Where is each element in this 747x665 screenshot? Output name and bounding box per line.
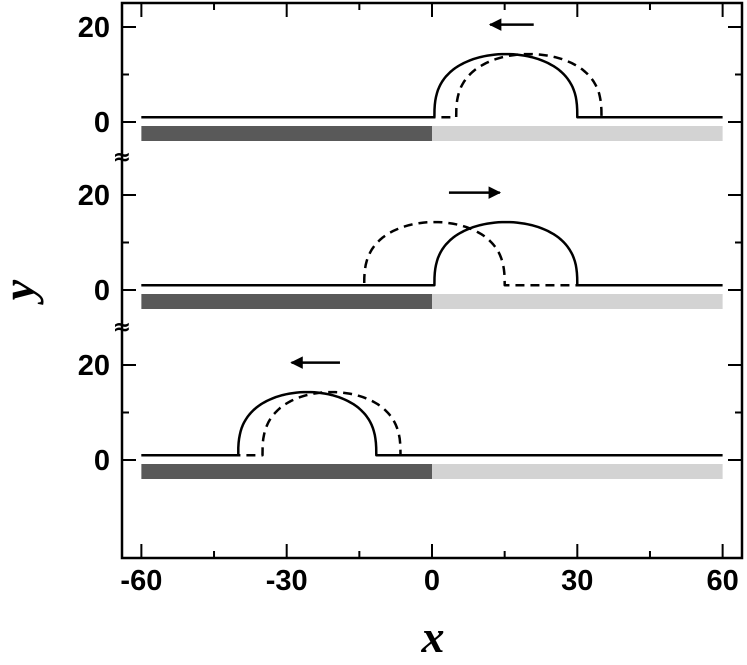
substrate-right — [432, 126, 723, 141]
droplet-profile-dashed — [141, 220, 723, 287]
x-tick-label: -30 — [266, 565, 308, 597]
x-tick-label: 0 — [424, 565, 440, 597]
droplet-profile-solid — [141, 52, 723, 119]
substrate-left — [141, 126, 432, 141]
x-tick-label: -60 — [120, 565, 162, 597]
x-tick-label: 60 — [706, 565, 738, 597]
y-tick-label: 0 — [94, 275, 110, 307]
droplet-profile-solid — [141, 390, 723, 457]
y-tick-label: 0 — [94, 445, 110, 477]
y-axis-label: y — [0, 279, 44, 305]
y-tick-label: 20 — [78, 12, 110, 44]
x-tick-label: 30 — [561, 565, 593, 597]
substrate-right — [432, 464, 723, 479]
y-tick-label: 0 — [94, 107, 110, 139]
y-tick-label: 20 — [78, 350, 110, 382]
y-tick-label: 20 — [78, 180, 110, 212]
x-axis-label: x — [421, 611, 445, 662]
substrate-left — [141, 464, 432, 479]
plot-frame — [120, 1, 744, 560]
droplet-profile-dashed — [141, 52, 723, 119]
droplet-profile-solid — [141, 220, 723, 287]
substrate-left — [141, 294, 432, 309]
substrate-right — [432, 294, 723, 309]
droplet-profile-dashed — [141, 390, 723, 457]
